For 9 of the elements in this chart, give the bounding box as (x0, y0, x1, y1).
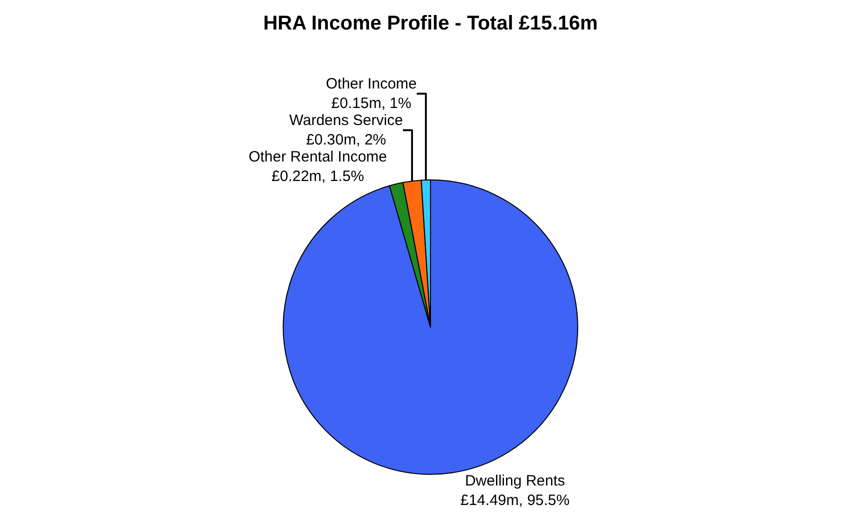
chart-title: HRA Income Profile - Total £15.16m (263, 12, 598, 35)
slice-label: Wardens Service (289, 112, 403, 129)
slice-label: Dwelling Rents (464, 472, 566, 490)
data-label: £0.15m, 1% (331, 94, 412, 112)
data-label: £0.30m, 2% (306, 131, 386, 148)
data-label: £14.49m, 95.5% (460, 492, 570, 510)
slice-label: Other Income (326, 75, 417, 92)
data-label: £0.22m, 1.5% (272, 168, 364, 185)
slice-label: Other Rental Income (248, 148, 388, 166)
